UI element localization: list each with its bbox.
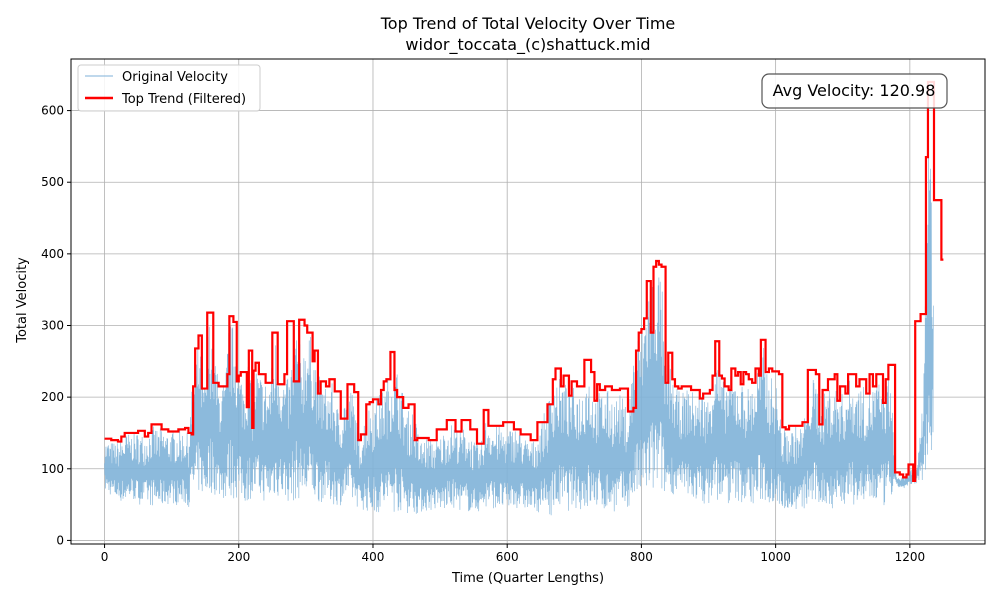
legend: Original Velocity Top Trend (Filtered) [77, 64, 261, 112]
annotation-text: Avg Velocity: 120.98 [773, 81, 936, 100]
x-tick-label: 600 [496, 550, 519, 564]
x-tick-label: 1000 [760, 550, 791, 564]
y-tick-label: 400 [41, 247, 64, 261]
x-tick-label: 800 [630, 550, 653, 564]
y-tick-label: 0 [56, 533, 64, 547]
top-trend-line [104, 80, 944, 483]
y-tick-label: 300 [41, 318, 64, 332]
plot-frame [70, 58, 986, 545]
x-tick-label: 0 [101, 550, 109, 564]
annotation-box [761, 73, 948, 109]
x-tick-label: 1200 [895, 550, 926, 564]
y-tick-label: 100 [41, 462, 64, 476]
y-tick-label: 200 [41, 390, 64, 404]
grid-lines [71, 59, 985, 544]
y-tick-label: 600 [41, 104, 64, 118]
legend-box [77, 64, 261, 112]
chart-title: Top Trend of Total Velocity Over Time [380, 14, 676, 33]
y-tick-label: 500 [41, 175, 64, 189]
chart-subtitle: widor_toccata_(c)shattuck.mid [405, 35, 650, 55]
original-velocity-line [104, 136, 934, 516]
legend-trend-label: Top Trend (Filtered) [121, 92, 246, 107]
avg-velocity-annotation: Avg Velocity: 120.98 [761, 73, 948, 109]
x-tick-label: 200 [227, 550, 250, 564]
legend-original-label: Original Velocity [122, 70, 228, 85]
original-velocity-series [104, 136, 934, 516]
top-trend-series [104, 80, 944, 483]
axis-ticks: 0 200 400 600 800 1000 1200 0 100 200 300 400 500 600 [41, 104, 925, 564]
y-axis-label: Total Velocity [15, 257, 30, 344]
x-tick-label: 400 [362, 550, 385, 564]
x-axis-label: Time (Quarter Lengths) [451, 571, 604, 586]
